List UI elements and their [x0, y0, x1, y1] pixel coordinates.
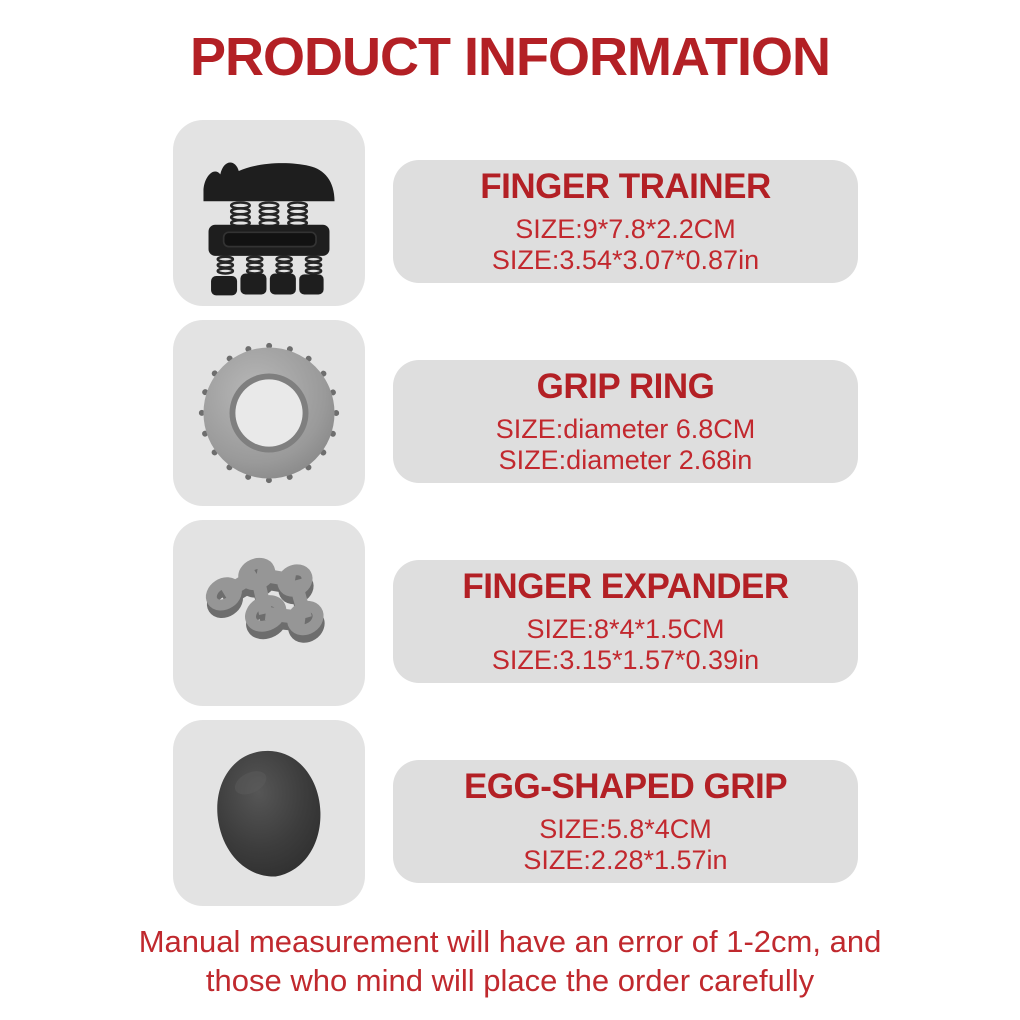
product-info-pill: EGG-SHAPED GRIP SIZE:5.8*4CM SIZE:2.28*1… [393, 760, 858, 883]
product-size-cm: SIZE:5.8*4CM [539, 814, 712, 844]
product-name: GRIP RING [536, 367, 715, 406]
product-size-cm: SIZE:diameter 6.8CM [495, 414, 756, 444]
product-name: FINGER EXPANDER [462, 567, 789, 606]
product-name: FINGER TRAINER [480, 167, 771, 206]
product-row-egg-shaped-grip: EGG-SHAPED GRIP SIZE:5.8*4CM SIZE:2.28*1… [0, 720, 1020, 920]
egg-shaped-grip-photo-icon [217, 751, 321, 877]
product-size-in: SIZE:3.15*1.57*0.39in [491, 645, 760, 675]
measurement-disclaimer: Manual measurement will have an error of… [0, 922, 1020, 1000]
page-title: PRODUCT INFORMATION [190, 27, 831, 87]
disclaimer-line-1: Manual measurement will have an error of… [138, 924, 882, 959]
product-size-cm: SIZE:9*7.8*2.2CM [515, 214, 736, 244]
product-info-pill: FINGER TRAINER SIZE:9*7.8*2.2CM SIZE:3.5… [393, 160, 858, 283]
product-size-in: SIZE:2.28*1.57in [523, 845, 728, 875]
product-row-grip-ring: GRIP RING SIZE:diameter 6.8CM SIZE:diame… [0, 320, 1020, 520]
product-info-pill: FINGER EXPANDER SIZE:8*4*1.5CM SIZE:3.15… [393, 560, 858, 683]
product-name: EGG-SHAPED GRIP [463, 767, 788, 806]
product-size-in: SIZE:3.54*3.07*0.87in [491, 245, 760, 275]
product-image-tile [173, 120, 365, 306]
product-info-pill: GRIP RING SIZE:diameter 6.8CM SIZE:diame… [393, 360, 858, 483]
product-image-tile [173, 720, 365, 906]
grip-ring-photo-icon [198, 342, 340, 484]
finger-trainer-photo-icon [203, 162, 335, 296]
finger-expander-photo-icon [205, 557, 325, 643]
product-image-tile [173, 520, 365, 706]
disclaimer-line-2: those who mind will place the order care… [205, 963, 815, 998]
product-row-finger-trainer: FINGER TRAINER SIZE:9*7.8*2.2CM SIZE:3.5… [0, 120, 1020, 320]
product-row-finger-expander: FINGER EXPANDER SIZE:8*4*1.5CM SIZE:3.15… [0, 520, 1020, 720]
product-image-tile [173, 320, 365, 506]
product-size-in: SIZE:diameter 2.68in [498, 445, 753, 475]
product-size-cm: SIZE:8*4*1.5CM [526, 614, 725, 644]
